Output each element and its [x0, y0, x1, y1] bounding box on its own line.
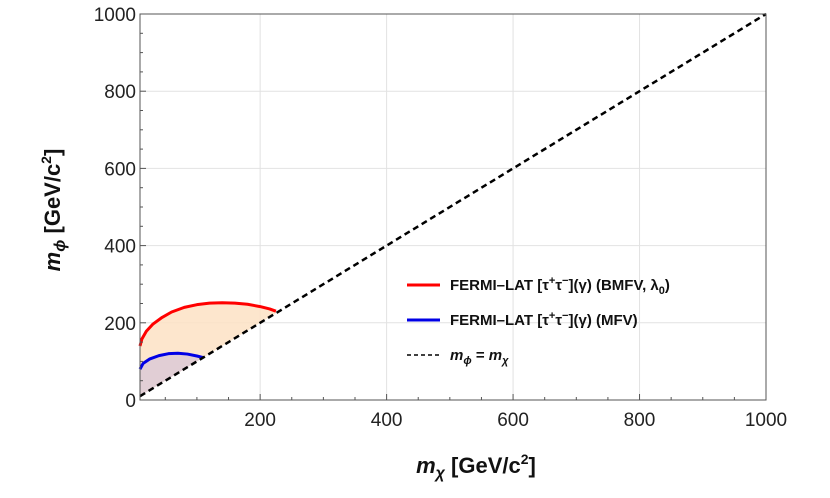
y-tick-label: 800 — [104, 82, 136, 103]
x-tick-label: 400 — [371, 410, 403, 431]
y-tick-label: 400 — [104, 237, 136, 258]
series-line-diagonal — [139, 12, 767, 398]
legend: FERMI–LAT [τ+τ−](γ) (BMFV, λ0) FERMI–LAT… — [407, 275, 670, 367]
x-tick-label: 800 — [624, 410, 656, 431]
y-tick-label: 1000 — [94, 5, 136, 26]
series-line-mfv — [138, 351, 204, 370]
shaded-region-mfv — [140, 353, 204, 397]
x-tick-label: 1000 — [745, 410, 787, 431]
legend-label-mfv: FERMI–LAT [τ+τ−](γ) (MFV) — [450, 310, 638, 329]
x-tick-label: 200 — [244, 410, 276, 431]
x-tick-label: 600 — [497, 410, 529, 431]
legend-label-diagonal: mϕ = mχ — [450, 347, 509, 367]
legend-label-bmfv: FERMI–LAT [τ+τ−](γ) (BMFV, λ0) — [450, 275, 670, 297]
shaded-regions — [140, 302, 276, 397]
y-tick-label: 200 — [104, 314, 136, 335]
y-axis-label: mϕ [GeV/c2] — [38, 149, 69, 272]
tick-marks — [140, 13, 767, 401]
y-tick-label: 600 — [104, 159, 136, 180]
series-line-bmfv — [138, 301, 277, 347]
y-tick-label: 0 — [125, 391, 136, 412]
x-axis-label: mχ [GeV/c2] — [416, 451, 536, 482]
curves — [138, 12, 767, 398]
tick-labels: 200 400 600 800 1000 0 200 400 600 800 1000 — [94, 5, 787, 431]
